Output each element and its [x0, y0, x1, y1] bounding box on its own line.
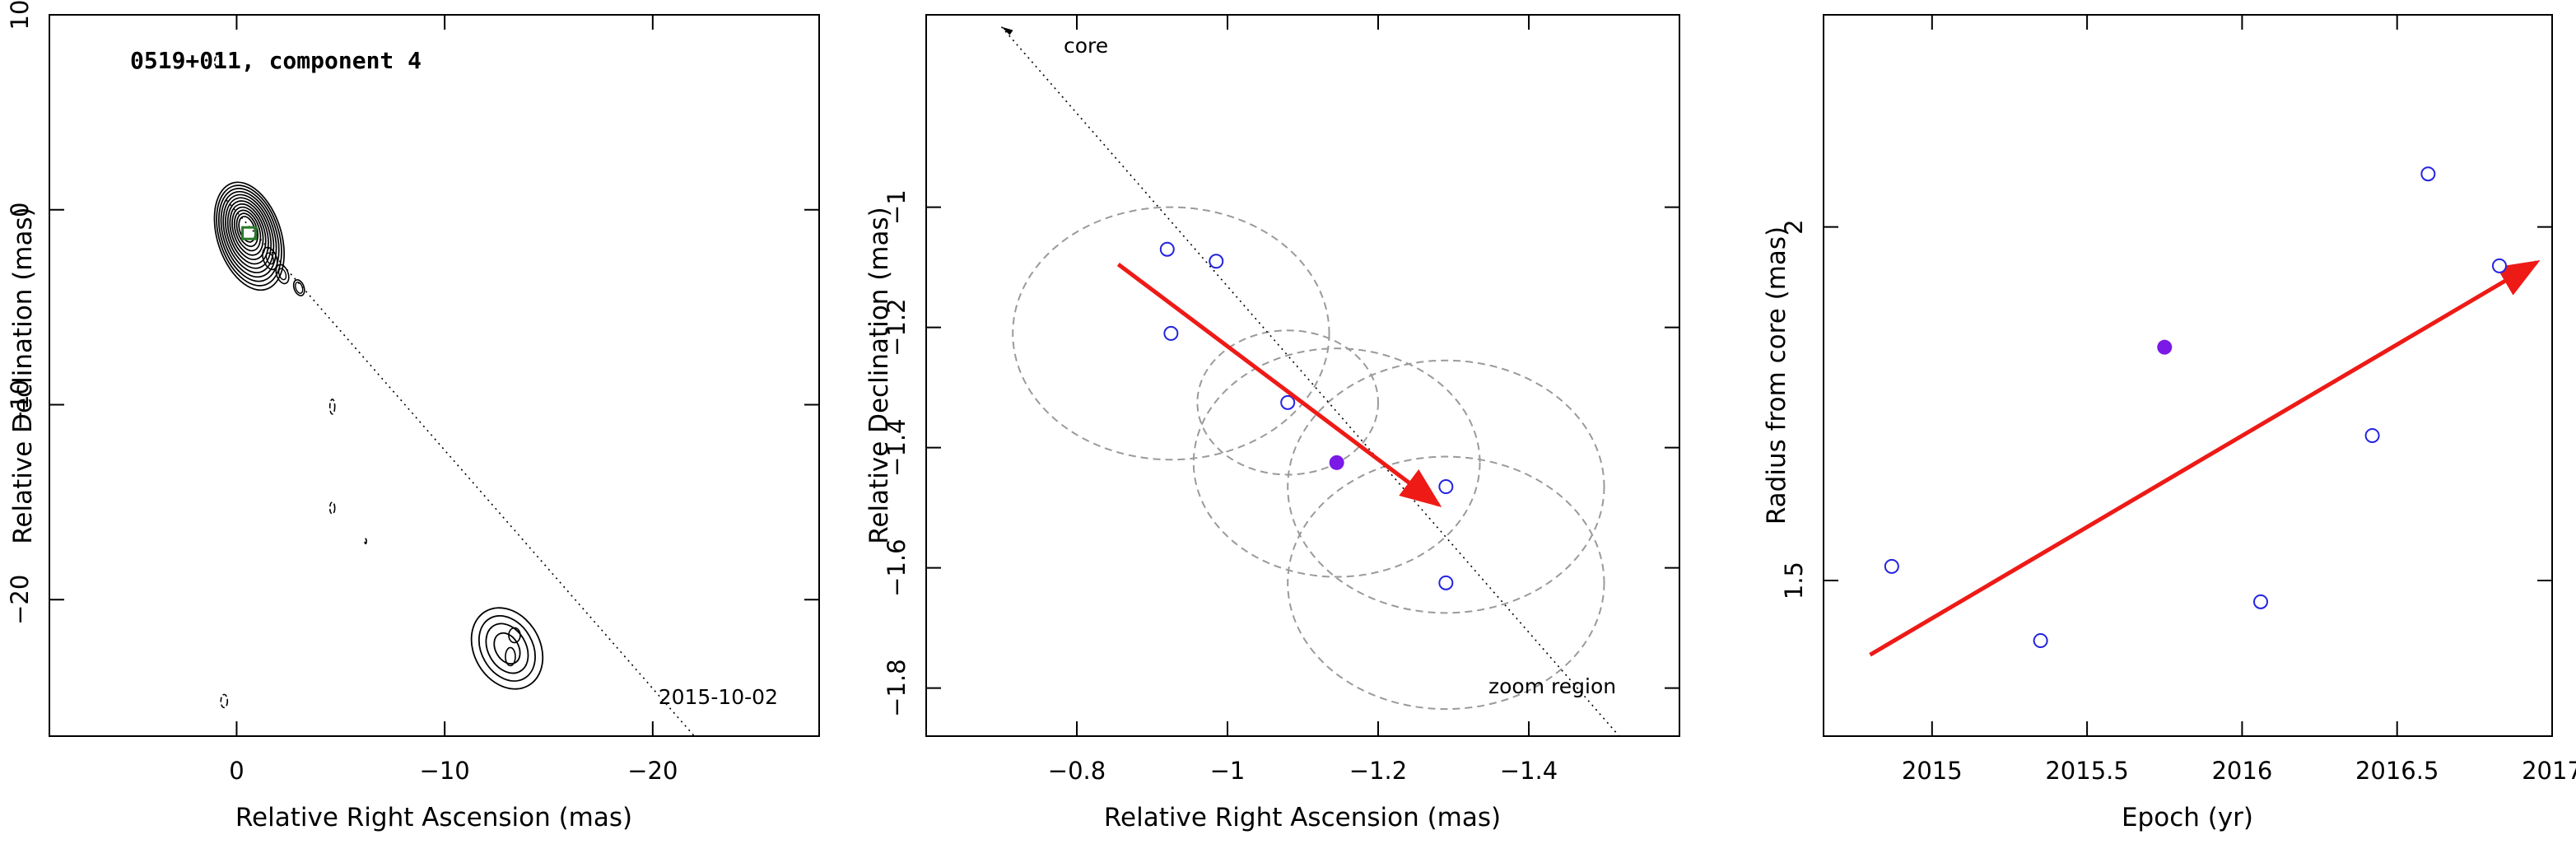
radius-point — [1884, 558, 1899, 574]
y-axis-title: Relative Declination (mas) — [864, 207, 894, 544]
component-marker — [241, 226, 258, 240]
mean-point — [2157, 339, 2173, 355]
jet-contour — [262, 246, 278, 271]
direction-line — [1000, 26, 1620, 737]
core-annotation: core — [1064, 34, 1108, 58]
core-contour — [226, 200, 269, 265]
core-contour — [222, 194, 275, 273]
trend-arrow — [1869, 260, 2541, 657]
y-tick-label: −20 — [6, 575, 34, 625]
core-contour — [225, 197, 272, 269]
zoom-region-annotation: zoom region — [1488, 674, 1616, 698]
motion-arrow — [1116, 262, 1442, 507]
radius-point — [2420, 166, 2436, 182]
y-tick-label: 2 — [1780, 219, 1808, 234]
mean-point — [1329, 455, 1344, 470]
noise-contour — [213, 55, 222, 68]
epoch-point — [1159, 241, 1175, 257]
core-contour — [233, 209, 262, 252]
noise-contour — [220, 693, 229, 709]
y-tick-label: 0 — [6, 203, 34, 217]
panel-title: 0519+011, component 4 — [130, 47, 422, 74]
jet-contour — [275, 263, 290, 285]
core-contour — [216, 184, 282, 287]
y-axis-title: Radius from core (mas) — [1762, 226, 1791, 525]
core-contour — [231, 206, 264, 256]
noise-contour — [328, 501, 336, 515]
y-tick-label: −1.6 — [883, 539, 911, 596]
epoch-point — [1438, 575, 1454, 590]
radius-point — [2364, 428, 2380, 443]
x-tick-label: 0 — [229, 757, 244, 785]
radius-point — [2033, 633, 2048, 649]
x-axis-title: Epoch (yr) — [2122, 803, 2253, 832]
y-axis-title: Relative Declination (mas) — [8, 207, 38, 544]
far-contour — [470, 607, 544, 690]
x-tick-label: −20 — [627, 757, 678, 785]
y-tick-label: −1.4 — [883, 418, 911, 476]
panel-contour-map: 0 −10 −20 10 0 −10 −20 0519+011, component 4 2… — [6, 0, 820, 832]
epoch-point — [1163, 325, 1179, 341]
epoch-point — [1280, 394, 1296, 410]
jet-contour — [277, 268, 287, 281]
radius-point — [2491, 258, 2507, 273]
plot-frame — [49, 14, 820, 737]
far-contour — [477, 615, 536, 682]
far-contour — [505, 646, 516, 667]
core-contour — [229, 203, 267, 260]
y-tick-label: 1.5 — [1780, 562, 1808, 599]
y-tick-label: −1.8 — [883, 659, 911, 716]
x-axis-title: Relative Right Ascension (mas) — [235, 803, 632, 832]
core-contour — [213, 181, 285, 291]
y-tick-label: 10 — [6, 0, 34, 30]
jet-contour — [265, 252, 275, 265]
core-contour — [220, 190, 277, 278]
x-tick-label: −1 — [1210, 757, 1246, 785]
epoch-point — [1438, 479, 1454, 495]
plot-frame — [1823, 14, 2553, 737]
x-tick-label: −0.8 — [1048, 757, 1106, 785]
x-tick-label: −1.2 — [1349, 757, 1407, 785]
uncertainty-circle — [1192, 347, 1481, 578]
x-tick-label: 2015 — [1902, 757, 1963, 785]
x-tick-label: 2016 — [2211, 757, 2272, 785]
far-contour — [508, 627, 521, 644]
x-tick-label: 2015.5 — [2045, 757, 2128, 785]
core-contour — [218, 188, 280, 282]
noise-contour — [328, 399, 336, 415]
x-axis-title: Relative Right Ascension (mas) — [1104, 803, 1501, 832]
noise-contour — [364, 538, 367, 545]
y-tick-label: −1 — [883, 189, 911, 225]
x-tick-label: 2016.5 — [2355, 757, 2439, 785]
x-tick-label: 2017 — [2522, 757, 2576, 785]
far-contour — [485, 623, 529, 674]
radius-point — [2253, 594, 2268, 609]
epoch-point — [1209, 254, 1224, 269]
panel-zoom-region: −0.8 −1 −1.2 −1.4 −1 −1.2 −1.4 −1.6 −1.8 core zo… — [864, 14, 1680, 832]
y-tick-label: −1.2 — [883, 298, 911, 356]
uncertainty-circle — [1012, 206, 1330, 461]
y-tick-label: −10 — [6, 380, 34, 430]
uncertainty-circle — [1287, 455, 1605, 711]
core-arrowhead — [1001, 26, 1013, 35]
date-annotation: 2015-10-02 — [659, 685, 778, 709]
x-tick-label: −1.4 — [1500, 757, 1558, 785]
uncertainty-circle — [1287, 359, 1605, 614]
jet-contour — [295, 282, 304, 294]
jet-contour — [292, 279, 305, 296]
plot-frame — [925, 14, 1680, 737]
x-tick-label: −10 — [420, 757, 470, 785]
